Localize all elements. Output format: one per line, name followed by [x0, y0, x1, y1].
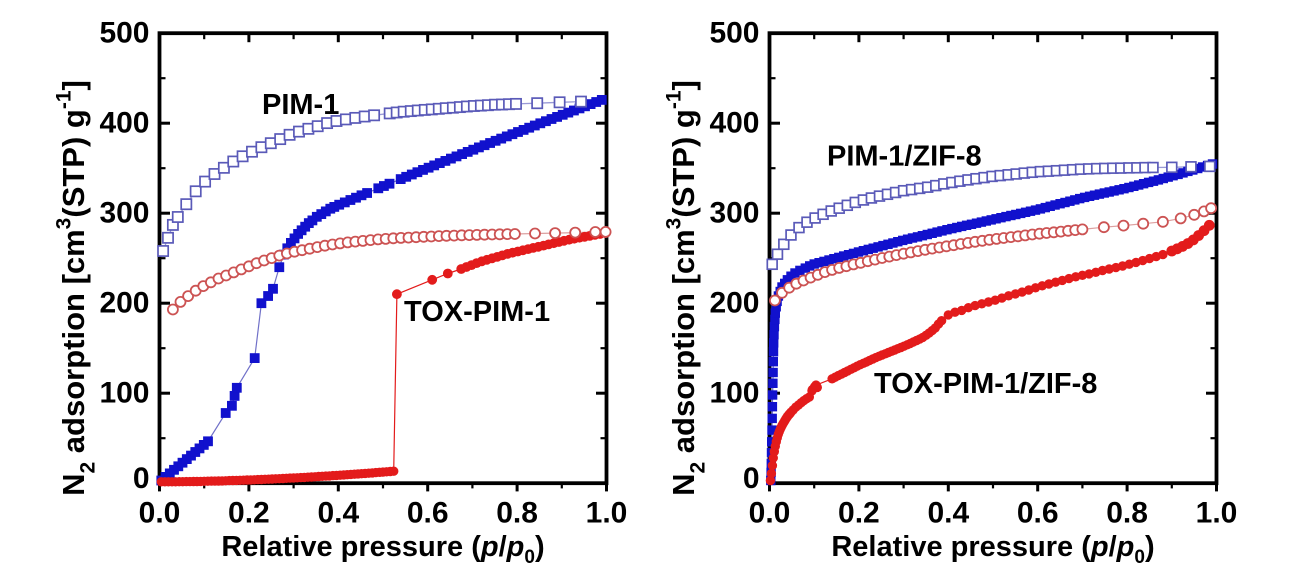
svg-text:0.2: 0.2 [838, 497, 880, 530]
svg-text:TOX-PIM-1: TOX-PIM-1 [404, 296, 550, 328]
svg-text:0.6: 0.6 [1017, 497, 1059, 530]
svg-text:100: 100 [709, 377, 759, 410]
svg-text:400: 400 [99, 107, 149, 140]
svg-text:Relative pressure (p/p0): Relative pressure (p/p0) [831, 531, 1154, 568]
svg-text:200: 200 [709, 287, 759, 320]
svg-text:0: 0 [743, 462, 760, 495]
svg-text:0.2: 0.2 [228, 497, 270, 530]
svg-text:0.0: 0.0 [139, 497, 181, 530]
svg-text:300: 300 [99, 197, 149, 230]
svg-text:0.8: 0.8 [496, 497, 538, 530]
svg-text:TOX-PIM-1/ZIF-8: TOX-PIM-1/ZIF-8 [874, 368, 1097, 400]
svg-text:400: 400 [709, 107, 759, 140]
svg-text:Relative pressure (p/p0): Relative pressure (p/p0) [221, 531, 544, 568]
svg-text:0: 0 [133, 462, 150, 495]
svg-text:0.4: 0.4 [927, 497, 969, 530]
svg-text:PIM-1/ZIF-8: PIM-1/ZIF-8 [827, 141, 982, 173]
svg-text:PIM-1: PIM-1 [262, 89, 339, 121]
svg-text:1.0: 1.0 [1196, 497, 1238, 530]
svg-text:0.6: 0.6 [407, 497, 449, 530]
svg-text:500: 500 [709, 17, 759, 50]
svg-text:1.0: 1.0 [586, 497, 628, 530]
svg-text:200: 200 [99, 287, 149, 320]
svg-text:300: 300 [709, 197, 759, 230]
svg-text:0.8: 0.8 [1106, 497, 1148, 530]
svg-text:0.0: 0.0 [749, 497, 791, 530]
svg-text:0.4: 0.4 [317, 497, 359, 530]
svg-text:100: 100 [99, 377, 149, 410]
svg-text:500: 500 [99, 17, 149, 50]
